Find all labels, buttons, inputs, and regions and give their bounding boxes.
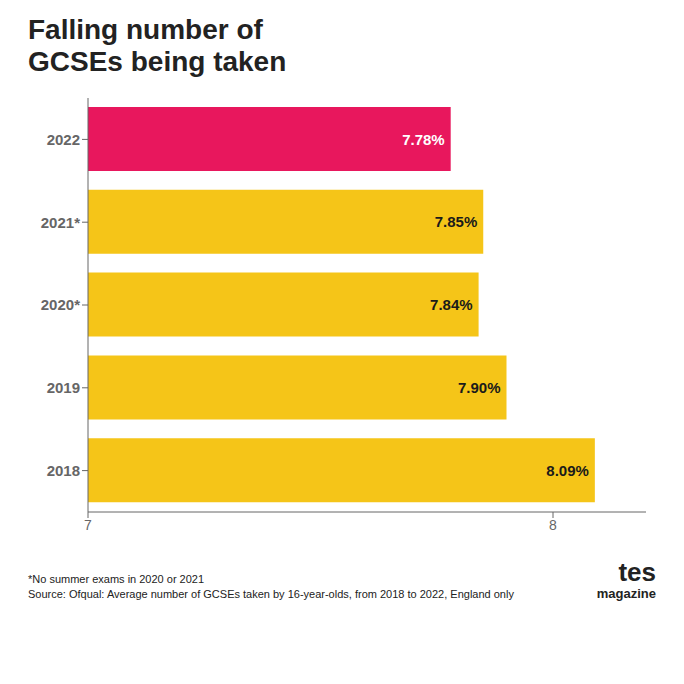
svg-text:8.09%: 8.09% (546, 462, 589, 479)
svg-text:7.90%: 7.90% (458, 379, 501, 396)
html-text:Source: Ofqual: Average number: Source: Ofqual: Average number of GCSEs … (28, 588, 514, 600)
svg-text:7.84%: 7.84% (430, 296, 473, 313)
svg-text:7: 7 (84, 517, 92, 533)
html-text:magazine: magazine (596, 586, 656, 601)
html-text:tes: tes (618, 557, 656, 587)
svg-text:2020*: 2020* (41, 296, 80, 313)
html-text:*No summer exams in 2020 or 20: *No summer exams in 2020 or 2021 (28, 573, 205, 585)
svg-text:2022: 2022 (47, 131, 80, 148)
svg-text:8: 8 (549, 517, 557, 533)
svg-text:2018: 2018 (47, 462, 80, 479)
svg-text:7.85%: 7.85% (435, 213, 478, 230)
svg-text:7.78%: 7.78% (402, 131, 445, 148)
html-text:GCSEs being taken: GCSEs being taken (28, 46, 287, 77)
html-text:Falling number of: Falling number of (28, 14, 263, 45)
svg-text:2019: 2019 (47, 379, 80, 396)
svg-text:2021*: 2021* (41, 214, 80, 231)
